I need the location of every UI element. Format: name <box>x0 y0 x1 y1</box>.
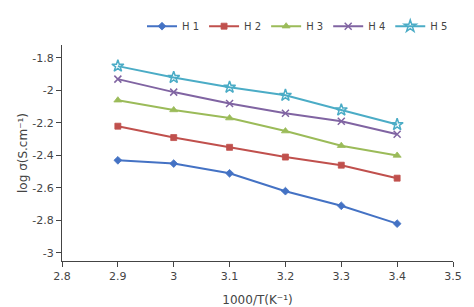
svg-text:2.9: 2.9 <box>109 270 127 283</box>
svg-text:H 1: H 1 <box>182 21 199 32</box>
svg-text:log σ(S.cm⁻¹): log σ(S.cm⁻¹) <box>16 113 30 193</box>
svg-text:3.2: 3.2 <box>277 270 295 283</box>
svg-text:3: 3 <box>170 270 177 283</box>
svg-text:3.5: 3.5 <box>444 270 462 283</box>
svg-text:1000/T(K⁻¹): 1000/T(K⁻¹) <box>222 293 292 307</box>
svg-text:3.3: 3.3 <box>333 270 351 283</box>
svg-text:2.8: 2.8 <box>53 270 71 283</box>
svg-text:-2.6: -2.6 <box>32 182 53 195</box>
svg-text:3.1: 3.1 <box>221 270 239 283</box>
svg-text:-3: -3 <box>43 247 54 260</box>
svg-text:3.4: 3.4 <box>388 270 406 283</box>
svg-text:-2.8: -2.8 <box>32 214 53 227</box>
svg-text:-1.8: -1.8 <box>32 52 53 65</box>
svg-text:H 2: H 2 <box>244 21 261 32</box>
svg-text:-2.4: -2.4 <box>32 149 53 162</box>
svg-text:-2: -2 <box>43 84 54 97</box>
svg-text:H 4: H 4 <box>368 21 385 32</box>
svg-text:H 3: H 3 <box>306 21 323 32</box>
svg-text:H 5: H 5 <box>430 21 447 32</box>
svg-text:-2.2: -2.2 <box>32 117 53 130</box>
